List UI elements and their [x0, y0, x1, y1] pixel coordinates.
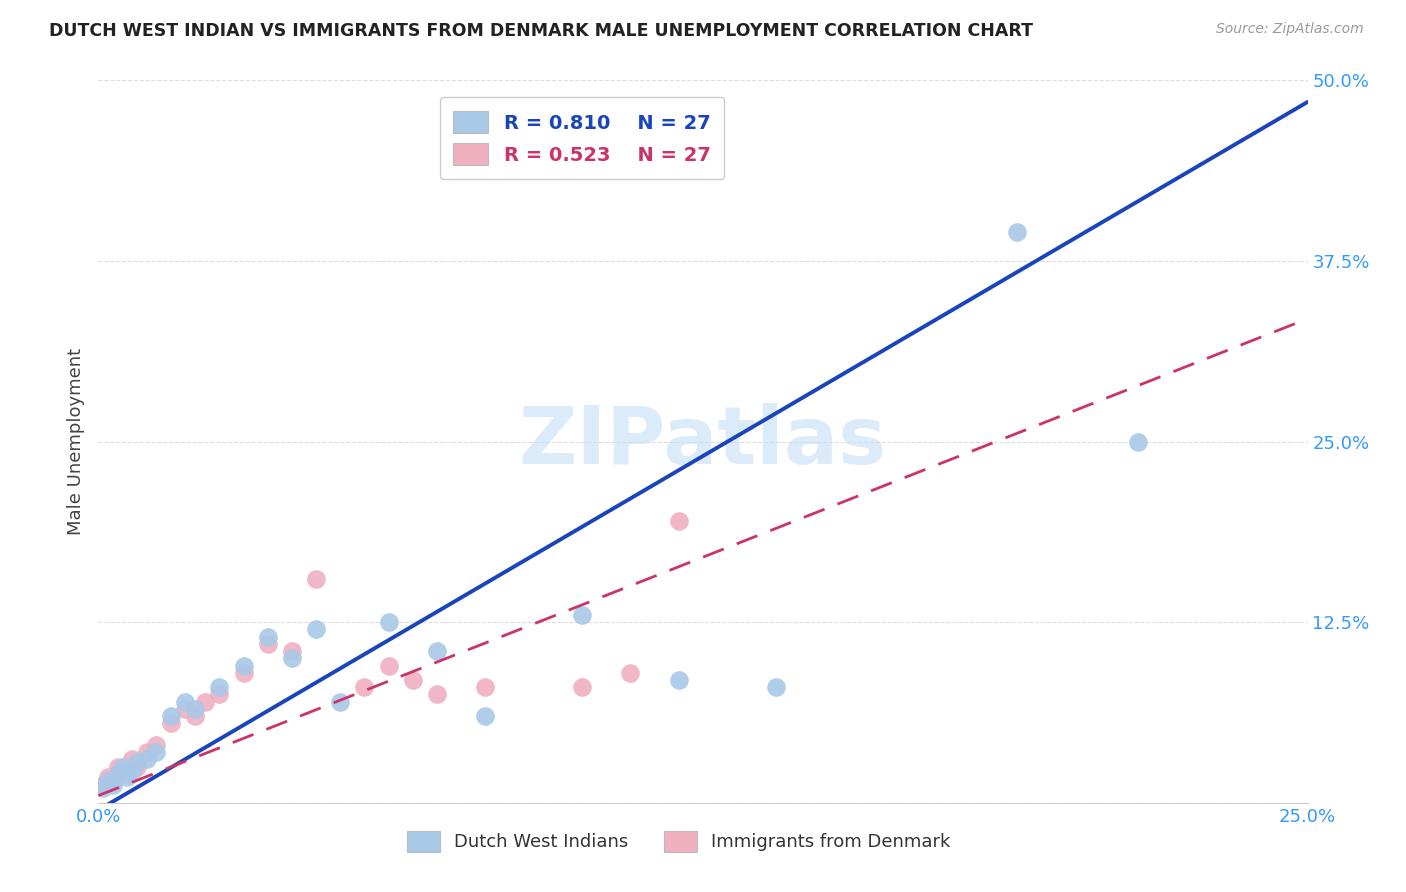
- Point: [194, 695, 217, 709]
- Point: [571, 607, 593, 622]
- Point: [377, 658, 399, 673]
- Text: DUTCH WEST INDIAN VS IMMIGRANTS FROM DENMARK MALE UNEMPLOYMENT CORRELATION CHART: DUTCH WEST INDIAN VS IMMIGRANTS FROM DEN…: [49, 22, 1033, 40]
- Point: [107, 760, 129, 774]
- Point: [1128, 434, 1150, 449]
- Point: [402, 673, 425, 687]
- Point: [668, 514, 690, 528]
- Point: [101, 774, 124, 789]
- Point: [208, 687, 231, 701]
- Point: [353, 680, 375, 694]
- Point: [174, 702, 197, 716]
- Point: [160, 709, 183, 723]
- Point: [474, 709, 496, 723]
- Point: [121, 752, 143, 766]
- Point: [232, 658, 254, 673]
- Point: [97, 770, 120, 784]
- Point: [160, 716, 183, 731]
- Point: [117, 770, 139, 784]
- Point: [97, 774, 120, 789]
- Point: [117, 767, 139, 781]
- Point: [426, 687, 449, 701]
- Point: [121, 764, 143, 778]
- Point: [305, 572, 328, 586]
- Point: [145, 738, 167, 752]
- Point: [91, 779, 114, 793]
- Point: [91, 781, 114, 796]
- Point: [256, 637, 278, 651]
- Point: [281, 644, 304, 658]
- Point: [474, 680, 496, 694]
- Point: [127, 756, 149, 770]
- Point: [256, 630, 278, 644]
- Point: [111, 764, 134, 778]
- Point: [377, 615, 399, 630]
- Y-axis label: Male Unemployment: Male Unemployment: [66, 348, 84, 535]
- Point: [135, 752, 157, 766]
- Point: [1007, 225, 1029, 239]
- Text: ZIPatlas: ZIPatlas: [519, 402, 887, 481]
- Point: [571, 680, 593, 694]
- Point: [174, 695, 197, 709]
- Point: [184, 709, 207, 723]
- Legend: Dutch West Indians, Immigrants from Denmark: Dutch West Indians, Immigrants from Denm…: [399, 823, 957, 859]
- Point: [208, 680, 231, 694]
- Point: [281, 651, 304, 665]
- Point: [305, 623, 328, 637]
- Point: [426, 644, 449, 658]
- Point: [232, 665, 254, 680]
- Point: [619, 665, 641, 680]
- Point: [329, 695, 352, 709]
- Point: [101, 779, 124, 793]
- Point: [107, 767, 129, 781]
- Point: [184, 702, 207, 716]
- Point: [765, 680, 787, 694]
- Text: Source: ZipAtlas.com: Source: ZipAtlas.com: [1216, 22, 1364, 37]
- Point: [145, 745, 167, 759]
- Point: [668, 673, 690, 687]
- Point: [127, 760, 149, 774]
- Point: [135, 745, 157, 759]
- Point: [111, 760, 134, 774]
